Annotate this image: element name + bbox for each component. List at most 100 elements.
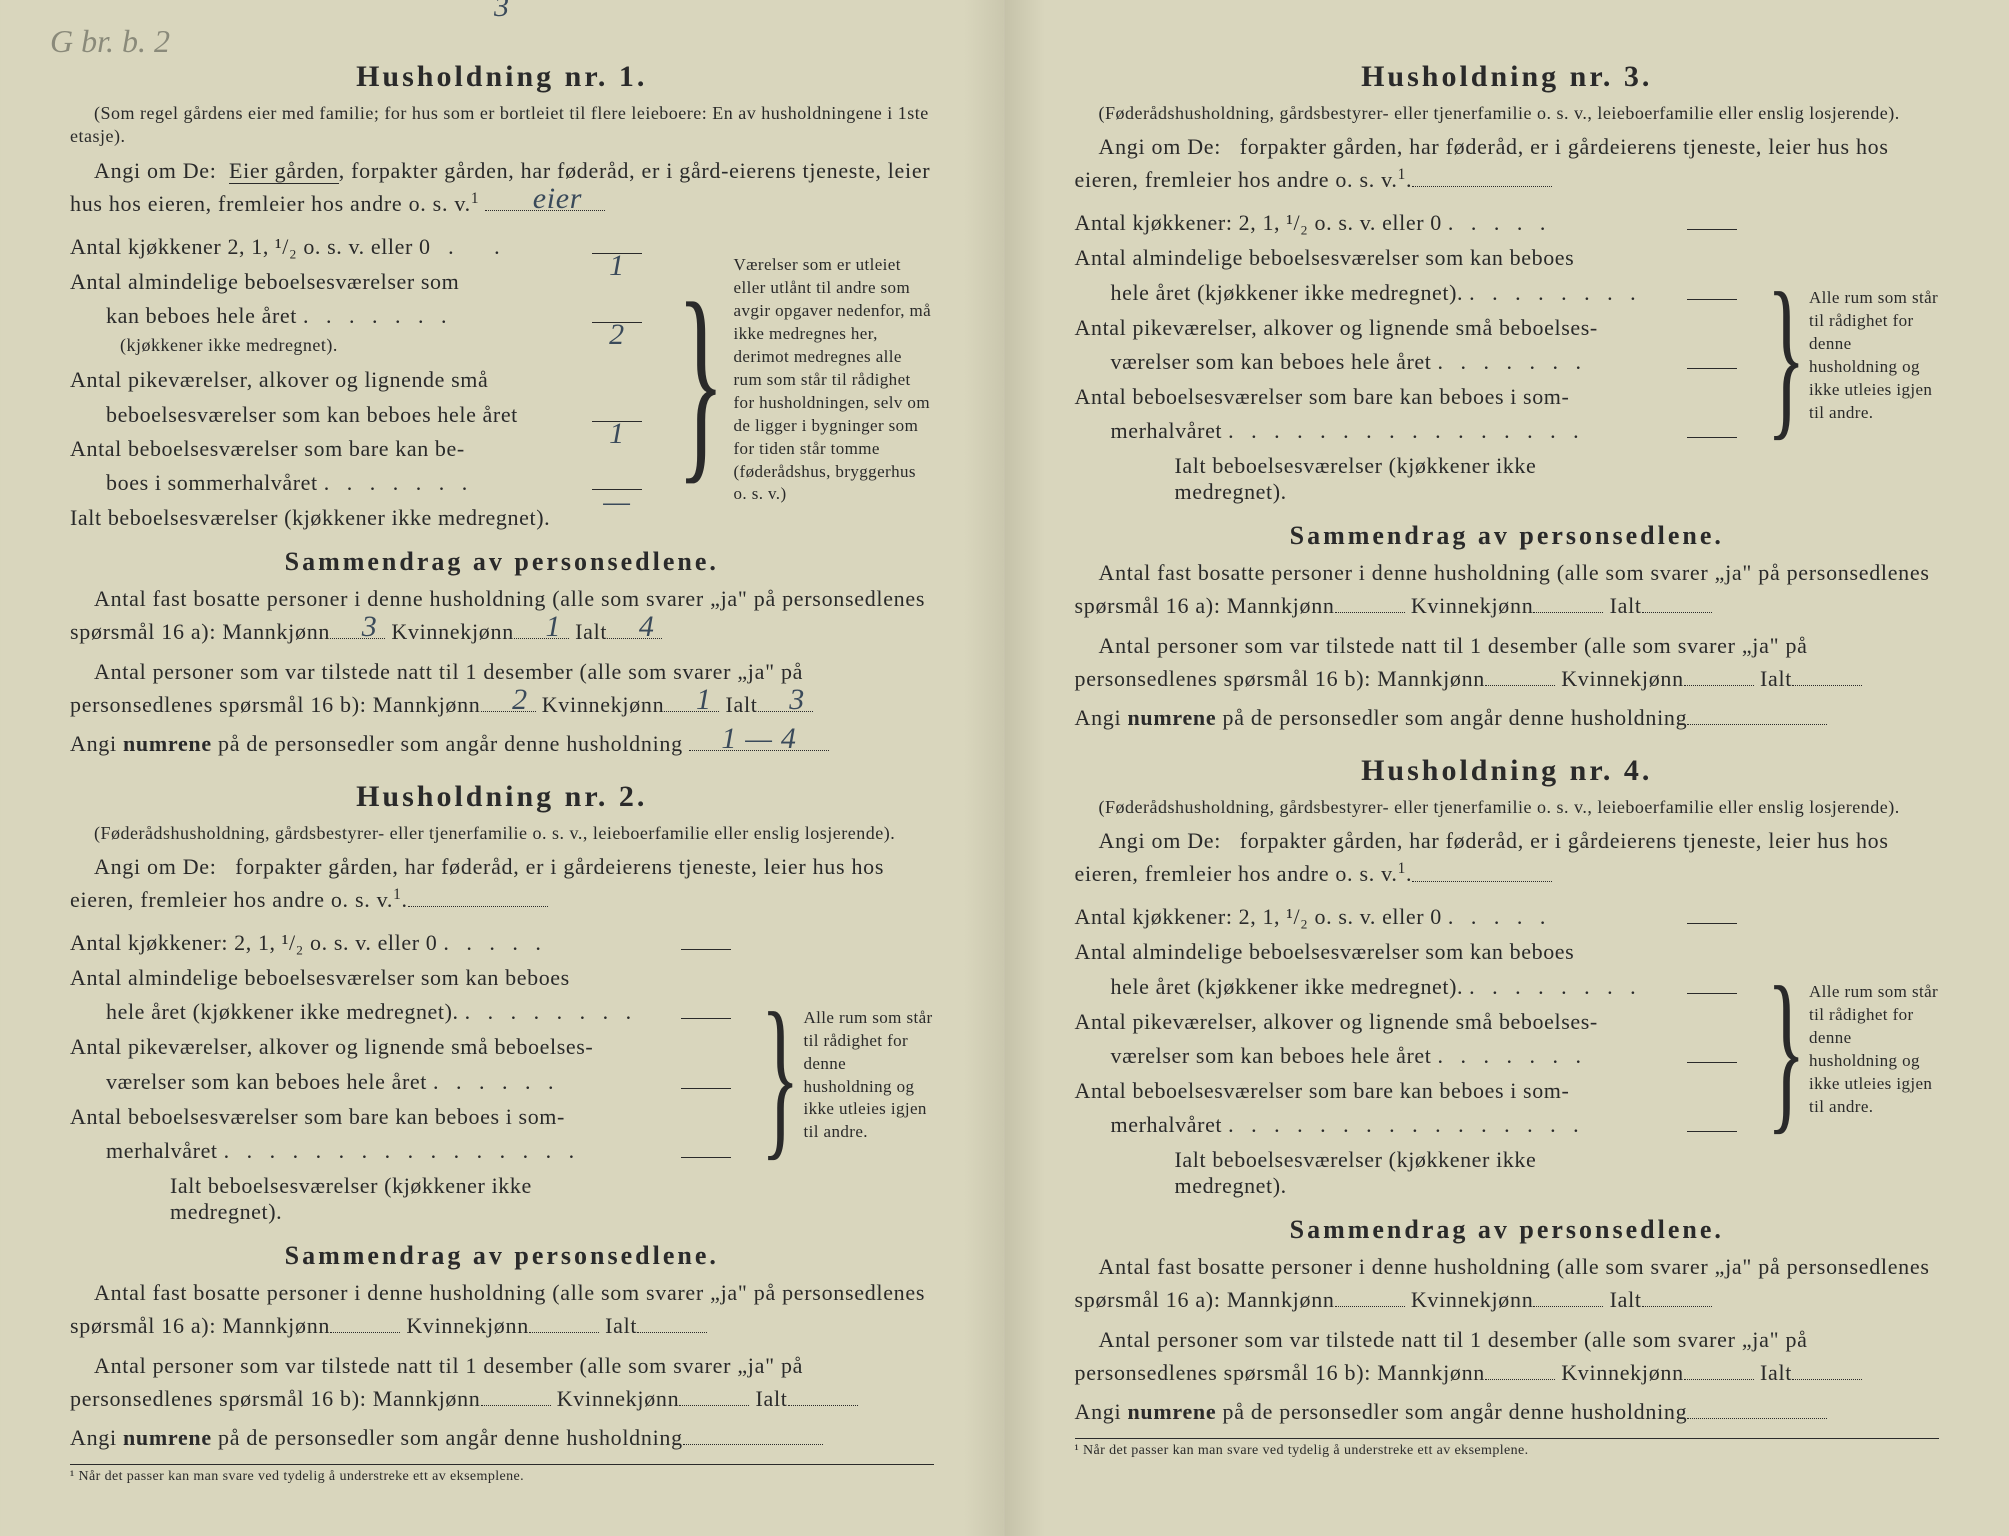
- label: beboelsesværelser som kan beboes hele år…: [106, 398, 518, 432]
- h1-ialt-row: Ialt beboelsesværelser (kjøkkener ikke m…: [70, 505, 642, 531]
- label: merhalvåret: [1111, 414, 1223, 448]
- blank-val: [1687, 923, 1737, 924]
- kvinne-label: Kvinnekjønn: [557, 1386, 680, 1411]
- label: merhalvåret: [106, 1134, 218, 1168]
- h1-pike-row1: Antal pikeværelser, alkover og lignende …: [70, 363, 642, 397]
- dots: . . . . . . .: [303, 299, 586, 334]
- label: Antal beboelsesværelser som bare kan beb…: [70, 1100, 565, 1134]
- h3-intro: (Føderådshusholdning, gårdsbestyrer- ell…: [1075, 102, 1940, 125]
- dots: . . . . .: [1448, 206, 1681, 241]
- blank-val: [681, 949, 731, 950]
- dots: . . . . . . .: [1437, 345, 1680, 380]
- h3-side-note: Alle rum som står til rådighet for denne…: [1809, 287, 1939, 425]
- blank-val: [1687, 299, 1737, 300]
- footnote-left: ¹ Når det passer kan man svare ved tydel…: [70, 1464, 934, 1485]
- h2-kjokken-row: Antal kjøkkener: 2, 1, ¹/₂ o. s. v. elle…: [70, 926, 731, 961]
- h4-sommer-row2: merhalvåret . . . . . . . . . . . . . . …: [1075, 1108, 1737, 1143]
- h4-fast-bosatte: Antal fast bosatte personer i denne hush…: [1075, 1251, 1940, 1316]
- h1-angi-value: eier: [509, 177, 582, 221]
- h4-kjokken-row: Antal kjøkkener: 2, 1, ¹/₂ o. s. v. elle…: [1075, 900, 1737, 935]
- dots: . . . . . . . . . . . . . . . .: [1228, 1108, 1680, 1143]
- h1-mann-a: 3: [338, 605, 378, 649]
- ialt-label: Ialt: [756, 1386, 788, 1411]
- ialt-label: Ialt: [605, 1313, 637, 1338]
- label: værelser som kan beboes hele året: [1111, 1039, 1432, 1073]
- mann-label: Mannkjønn: [222, 619, 330, 644]
- h1-kvinne-a: 1: [522, 605, 562, 649]
- bold: numrene: [1128, 705, 1217, 730]
- dots: . . . . . . . .: [465, 995, 675, 1030]
- h2-sommer-row1: Antal beboelsesværelser som bare kan beb…: [70, 1100, 731, 1134]
- h1-side-note: Værelser som er utleiet eller utlånt til…: [734, 254, 934, 506]
- h1-almindelige-val: 2: [592, 322, 642, 323]
- mann-label: Mannkjønn: [222, 1313, 330, 1338]
- bold: numrene: [123, 1425, 212, 1450]
- h4-sommer-row1: Antal beboelsesværelser som bare kan beb…: [1075, 1074, 1737, 1108]
- label: Antal almindelige beboelsesværelser som …: [70, 961, 570, 995]
- h4-sammendrag-title: Sammendrag av personsedlene.: [1075, 1215, 1940, 1245]
- bold: numrene: [1128, 1399, 1217, 1424]
- section-husholdning-1: Husholdning nr. 1. (Som regel gårdens ei…: [70, 60, 934, 760]
- kvinne-label: Kvinnekjønn: [391, 619, 514, 644]
- kvinne-label: Kvinnekjønn: [1561, 1360, 1684, 1385]
- angi-option-eier: Eier gården: [229, 158, 339, 184]
- dots: . . . . . . .: [1437, 1039, 1680, 1074]
- bold: numrene: [123, 731, 212, 756]
- label: Antal almindelige beboelsesværelser som …: [1075, 935, 1575, 969]
- h1-sommer-val: —: [592, 489, 642, 490]
- h3-sommer-row1: Antal beboelsesværelser som bare kan beb…: [1075, 380, 1737, 414]
- h3-ialt-row: Ialt beboelsesværelser (kjøkkener ikke m…: [1075, 453, 1737, 505]
- dots: . . . . .: [443, 926, 675, 961]
- h3-title: Husholdning nr. 3.: [1075, 60, 1940, 94]
- h1-kvinne-b: 1: [672, 678, 712, 722]
- h2-title: Husholdning nr. 2.: [70, 780, 934, 814]
- label: Antal beboelsesværelser som bare kan be-: [70, 432, 465, 466]
- h3-pike-row1: Antal pikeværelser, alkover og lignende …: [1075, 311, 1737, 345]
- h3-sammendrag-title: Sammendrag av personsedlene.: [1075, 521, 1940, 551]
- blank-val: [1687, 437, 1737, 438]
- h4-rows-block: Antal kjøkkener: 2, 1, ¹/₂ o. s. v. elle…: [1075, 900, 1940, 1199]
- section-husholdning-2: Husholdning nr. 2. (Føderådshusholdning,…: [70, 780, 934, 1454]
- h2-fast-bosatte: Antal fast bosatte personer i denne hush…: [70, 1277, 934, 1342]
- ialt-label: Ialt: [1760, 666, 1792, 691]
- h2-sommer-row2: merhalvåret . . . . . . . . . . . . . . …: [70, 1134, 731, 1169]
- kvinne-label: Kvinnekjønn: [406, 1313, 529, 1338]
- pencil-annotation: G br. b. 2: [50, 25, 170, 57]
- h2-tilstede: Antal personer som var tilstede natt til…: [70, 1350, 934, 1415]
- h3-numrene: Angi numrene på de personsedler som angå…: [1075, 701, 1940, 734]
- h3-pike-row2: værelser som kan beboes hele året . . . …: [1075, 345, 1737, 380]
- ialt-label: Ialt: [726, 692, 758, 717]
- blank-val: [1687, 229, 1737, 230]
- h3-tilstede: Antal personer som var tilstede natt til…: [1075, 630, 1940, 695]
- h3-rows-block: Antal kjøkkener: 2, 1, ¹/₂ o. s. v. elle…: [1075, 206, 1940, 505]
- label: Ialt beboelsesværelser (kjøkkener ikke m…: [1175, 453, 1637, 505]
- mann-label: Mannkjønn: [373, 1386, 481, 1411]
- h4-pike-row1: Antal pikeværelser, alkover og lignende …: [1075, 1005, 1737, 1039]
- label: Antal kjøkkener: 2, 1, ¹/₂ o. s. v. elle…: [1075, 206, 1442, 240]
- label: Antal kjøkkener: 2, 1, ¹/₂ o. s. v. elle…: [1075, 900, 1442, 934]
- brace-wrap: } Alle rum som står til rådighet for den…: [1753, 206, 1939, 505]
- ialt-label: Ialt: [1610, 1287, 1642, 1312]
- kvinne-label: Kvinnekjønn: [542, 692, 665, 717]
- section-husholdning-3: Husholdning nr. 3. (Føderådshusholdning,…: [1075, 60, 1940, 734]
- label: Antal pikeværelser, alkover og lignende …: [1075, 311, 1598, 345]
- label: Antal beboelsesværelser som bare kan beb…: [1075, 380, 1570, 414]
- label: Antal pikeværelser, alkover og lignende …: [70, 1030, 593, 1064]
- brace-wrap: } Værelser som er utleiet eller utlånt t…: [658, 230, 934, 531]
- h2-intro: (Føderådshusholdning, gårdsbestyrer- ell…: [70, 822, 934, 845]
- blank-val: [1687, 993, 1737, 994]
- h1-sommer-row1: Antal beboelsesværelser som bare kan be-: [70, 432, 642, 466]
- mann-label: Mannkjønn: [1377, 666, 1485, 691]
- footnote-right: ¹ Når det passer kan man svare ved tydel…: [1075, 1438, 1940, 1459]
- label: merhalvåret: [1111, 1108, 1223, 1142]
- h2-pike-row2: værelser som kan beboes hele året . . . …: [70, 1065, 731, 1100]
- kvinne-label: Kvinnekjønn: [1561, 666, 1684, 691]
- h2-pike-row1: Antal pikeværelser, alkover og lignende …: [70, 1030, 731, 1064]
- dots: . . . . . . . .: [1469, 276, 1680, 311]
- h1-ialt-a: 4: [615, 605, 655, 649]
- h4-ialt-row: Ialt beboelsesværelser (kjøkkener ikke m…: [1075, 1147, 1737, 1199]
- mann-label: Mannkjønn: [1227, 593, 1335, 618]
- h1-intro: (Som regel gårdens eier med familie; for…: [70, 102, 934, 149]
- section-husholdning-4: Husholdning nr. 4. (Føderådshusholdning,…: [1075, 754, 1940, 1428]
- h2-angi: Angi om De: forpakter gården, har føderå…: [70, 851, 934, 916]
